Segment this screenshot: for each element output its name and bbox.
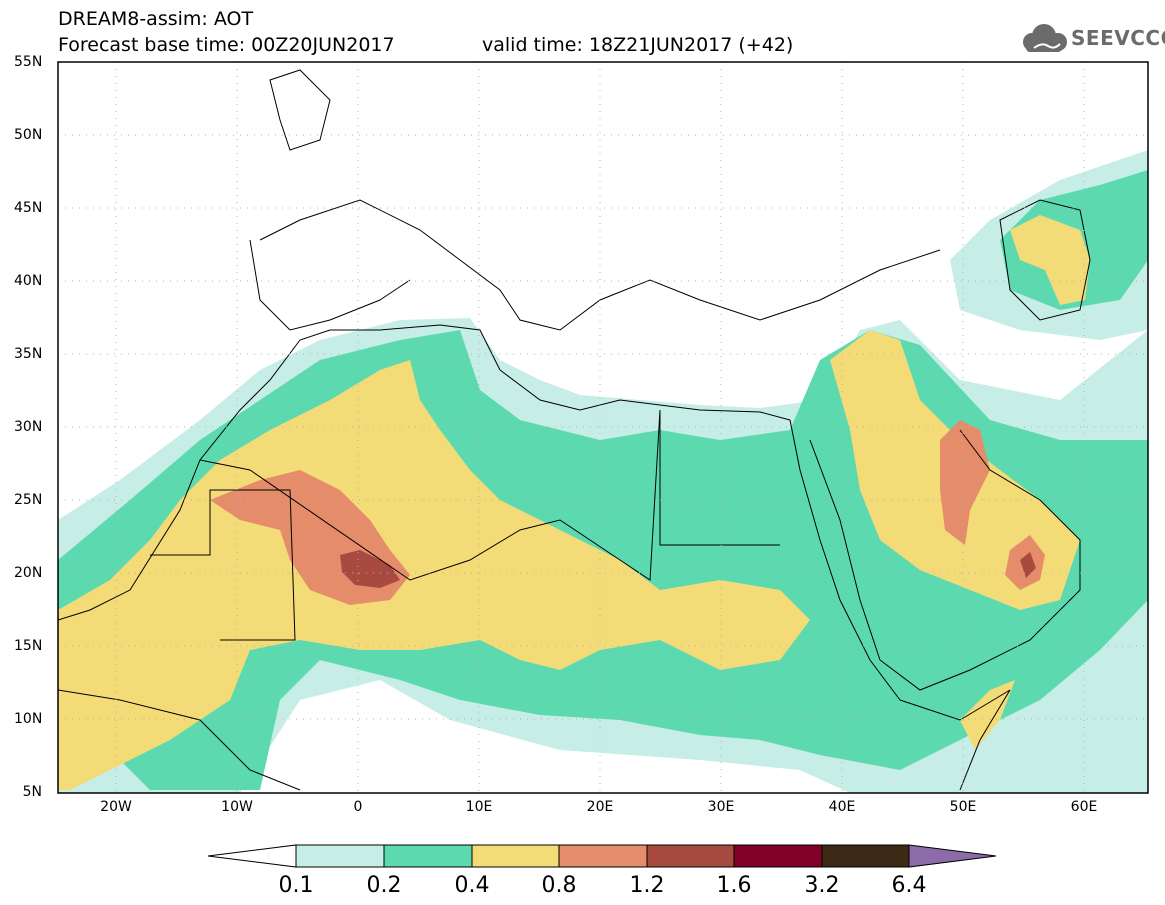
aot-band-0.4-somalia: [960, 680, 1015, 750]
colorbar-label: 3.2: [804, 873, 840, 898]
coast-horn-africa: [899, 689, 1011, 791]
colorbar: [207, 844, 997, 868]
aot-band-0.4-caspian: [1010, 215, 1090, 305]
coast-red-sea: [789, 419, 901, 701]
valid-time: valid time: 18Z21JUN2017 (+42): [482, 34, 794, 56]
lat-label: 35N: [14, 346, 43, 362]
colorbar-high-arrow: [908, 844, 997, 868]
map-frame: [57, 61, 1149, 794]
coast-britain: [269, 69, 331, 151]
colorbar-label: 0.8: [541, 873, 577, 898]
aot-band-1.2-oman: [1020, 552, 1036, 578]
lat-label: 30N: [14, 419, 43, 435]
lon-label: 10E: [465, 799, 493, 815]
colorbar-swatch: [558, 844, 648, 868]
lat-label: 40N: [14, 273, 43, 289]
colorbar-label: 0.1: [278, 873, 314, 898]
border-egypt: [659, 410, 780, 546]
lon-label: 40E: [828, 799, 856, 815]
colorbar-label: 0.4: [454, 873, 490, 898]
forecast-base-time: Forecast base time: 00Z20JUN2017: [58, 34, 395, 56]
lon-label: 20E: [586, 799, 614, 815]
border-sahara: [199, 409, 661, 581]
border-sahel: [150, 489, 296, 641]
aot-band-0.4: [58, 360, 810, 790]
lat-label: 55N: [14, 54, 43, 70]
colorbar-swatch: [733, 844, 823, 868]
grid: [58, 62, 1148, 793]
coast-north-africa: [499, 369, 791, 421]
lat-label: 5N: [22, 784, 42, 800]
coast-gulf-africa: [58, 689, 301, 791]
lat-label: 10N: [14, 711, 43, 727]
colorbar-swatch: [295, 844, 385, 868]
colorbar-label: 6.4: [891, 873, 927, 898]
cloud-logo-icon: [1023, 24, 1067, 52]
colorbar-swatch: [821, 844, 910, 868]
colorbar-swatch: [471, 844, 560, 868]
lat-label: 25N: [14, 492, 43, 508]
lon-label: 0: [353, 799, 363, 815]
lon-label: 20W: [100, 799, 132, 815]
lon-label: 10W: [221, 799, 253, 815]
lon-label: 50E: [949, 799, 977, 815]
coastlines: [58, 69, 1091, 791]
colorbar-label: 0.2: [366, 873, 402, 898]
lon-label: 60E: [1070, 799, 1098, 815]
colorbar-swatch: [383, 844, 473, 868]
aot-band-1.2: [340, 550, 400, 588]
coast-caspian: [999, 199, 1091, 321]
coast-west-africa: [58, 324, 501, 621]
lat-label: 15N: [14, 638, 43, 654]
coast-europe: [259, 199, 941, 331]
coast-arabia: [809, 429, 1081, 691]
lat-label: 20N: [14, 565, 43, 581]
colorbar-swatch: [646, 844, 735, 868]
lat-label: 45N: [14, 200, 43, 216]
aot-field: [58, 150, 1148, 793]
logo-text: SEEVCCC: [1071, 26, 1165, 50]
colorbar-label: 1.6: [716, 873, 752, 898]
coast-iberia: [249, 239, 411, 331]
colorbar-low-arrow: [207, 844, 297, 868]
lon-label: 30E: [707, 799, 735, 815]
map-title: DREAM8-assim: AOT: [58, 8, 254, 30]
lat-label: 50N: [14, 127, 43, 143]
colorbar-label: 1.2: [629, 873, 665, 898]
aot-band-0.8-arabia: [940, 420, 990, 545]
